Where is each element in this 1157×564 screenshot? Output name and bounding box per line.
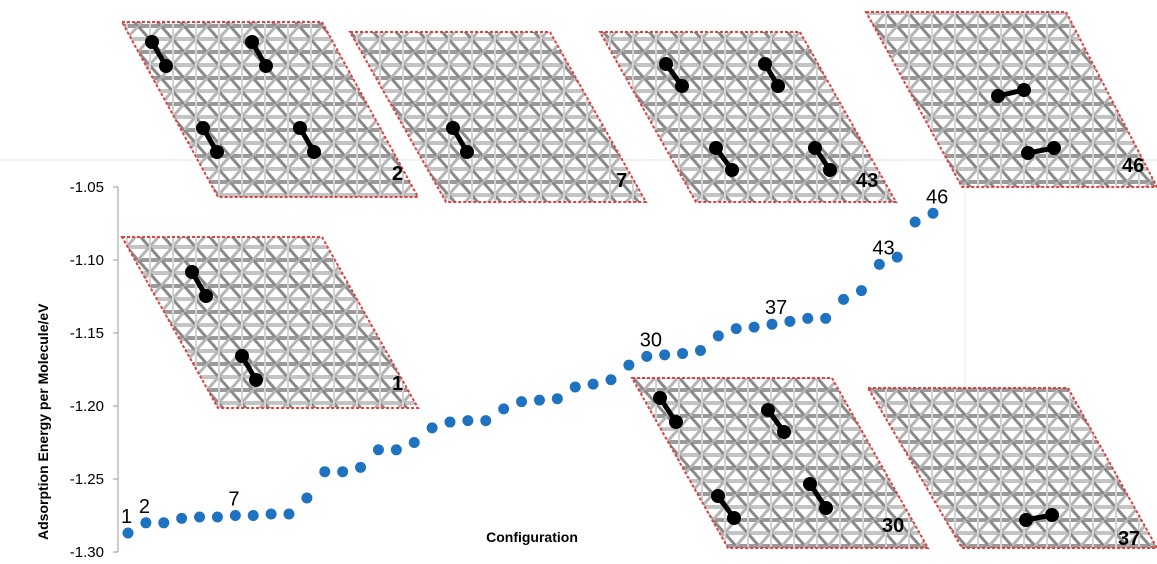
data-point bbox=[247, 510, 259, 521]
data-point bbox=[533, 394, 545, 406]
data-point bbox=[927, 207, 939, 219]
data-point bbox=[605, 374, 617, 386]
data-point bbox=[569, 381, 581, 393]
y-tick-label: -1.10 bbox=[70, 252, 104, 269]
data-point bbox=[444, 416, 456, 428]
data-point bbox=[498, 403, 510, 415]
data-point bbox=[891, 251, 903, 263]
data-point bbox=[390, 444, 402, 456]
data-point bbox=[712, 330, 724, 342]
data-point bbox=[784, 315, 796, 327]
molecule-icon bbox=[446, 121, 474, 159]
y-ticks: -1.05 -1.10 -1.15 -1.20 -1.25 -1.30 bbox=[70, 179, 118, 561]
data-point bbox=[587, 378, 599, 390]
data-point bbox=[229, 510, 241, 521]
data-point bbox=[194, 511, 206, 523]
structure-inset-30: 30 bbox=[630, 377, 930, 549]
point-label: 37 bbox=[765, 297, 787, 319]
data-point bbox=[730, 323, 742, 335]
y-tick-label: -1.05 bbox=[70, 179, 104, 196]
point-label: 43 bbox=[872, 237, 894, 259]
molecule-icon bbox=[808, 141, 837, 177]
data-point bbox=[176, 512, 188, 524]
molecule-icon bbox=[758, 57, 785, 93]
inset-label: 1 bbox=[392, 373, 403, 395]
molecule-icon bbox=[235, 349, 263, 387]
y-tick-label: -1.30 bbox=[70, 544, 104, 561]
data-point bbox=[855, 285, 867, 297]
y-tick-label: -1.20 bbox=[70, 398, 104, 415]
data-point bbox=[766, 318, 778, 330]
data-point bbox=[158, 517, 170, 529]
inset-label: 43 bbox=[856, 170, 878, 192]
point-label: 46 bbox=[926, 186, 948, 208]
structure-inset-43: 43 bbox=[598, 31, 898, 203]
y-tick-label: -1.25 bbox=[70, 471, 104, 488]
molecule-icon bbox=[659, 57, 689, 93]
data-point bbox=[909, 216, 921, 228]
data-point bbox=[355, 461, 367, 473]
data-point bbox=[659, 349, 671, 361]
data-point bbox=[283, 508, 295, 520]
inset-label: 46 bbox=[1122, 155, 1144, 177]
x-axis-label: Configuration bbox=[486, 529, 578, 545]
y-axis-label: Adsorption Energy per Molecule/eV bbox=[35, 303, 51, 540]
molecule-icon bbox=[761, 403, 791, 439]
molecule-icon bbox=[145, 35, 173, 73]
structure-inset-46: 46 bbox=[864, 11, 1157, 188]
molecule-icon bbox=[711, 489, 741, 525]
data-point bbox=[820, 312, 832, 324]
data-point bbox=[838, 293, 850, 305]
data-point bbox=[641, 350, 653, 362]
data-point bbox=[122, 527, 134, 539]
molecule-icon bbox=[245, 35, 273, 73]
data-point bbox=[551, 393, 563, 405]
point-label: 7 bbox=[228, 489, 239, 511]
inset-label: 37 bbox=[1118, 528, 1140, 550]
data-point bbox=[623, 359, 635, 371]
data-point bbox=[480, 415, 492, 427]
molecule-icon bbox=[196, 121, 224, 159]
point-label: 1 bbox=[121, 506, 132, 528]
data-point bbox=[462, 415, 474, 427]
data-point bbox=[372, 444, 384, 456]
structure-inset-7: 7 bbox=[348, 31, 648, 203]
data-point bbox=[802, 312, 814, 324]
molecule-icon bbox=[709, 141, 739, 177]
point-label: 2 bbox=[139, 496, 150, 518]
data-point bbox=[677, 347, 689, 359]
data-points bbox=[122, 207, 939, 539]
data-point bbox=[265, 508, 277, 520]
data-point bbox=[516, 396, 528, 408]
inset-label: 2 bbox=[392, 163, 403, 185]
data-point bbox=[319, 466, 331, 478]
data-point bbox=[694, 345, 706, 357]
inset-label: 7 bbox=[616, 170, 627, 192]
structure-inset-37: 37 bbox=[866, 387, 1157, 550]
molecule-icon bbox=[803, 477, 833, 515]
structure-inset-2: 2 bbox=[120, 21, 420, 198]
data-point bbox=[301, 492, 313, 504]
inset-label: 30 bbox=[882, 515, 904, 537]
point-label: 30 bbox=[640, 329, 662, 351]
molecule-icon bbox=[1019, 508, 1059, 527]
data-point bbox=[211, 511, 223, 523]
data-point bbox=[408, 437, 420, 448]
molecule-icon bbox=[293, 121, 321, 159]
y-tick-label: -1.15 bbox=[70, 325, 104, 342]
data-point bbox=[140, 517, 152, 529]
molecule-icon bbox=[991, 83, 1031, 103]
structure-inset-1: 1 bbox=[120, 236, 420, 409]
molecule-icon bbox=[185, 265, 213, 303]
data-point bbox=[873, 258, 885, 270]
data-point bbox=[337, 466, 349, 478]
molecule-icon bbox=[1021, 141, 1061, 160]
data-point bbox=[426, 422, 438, 434]
molecule-icon bbox=[653, 391, 683, 429]
data-point bbox=[748, 321, 760, 333]
